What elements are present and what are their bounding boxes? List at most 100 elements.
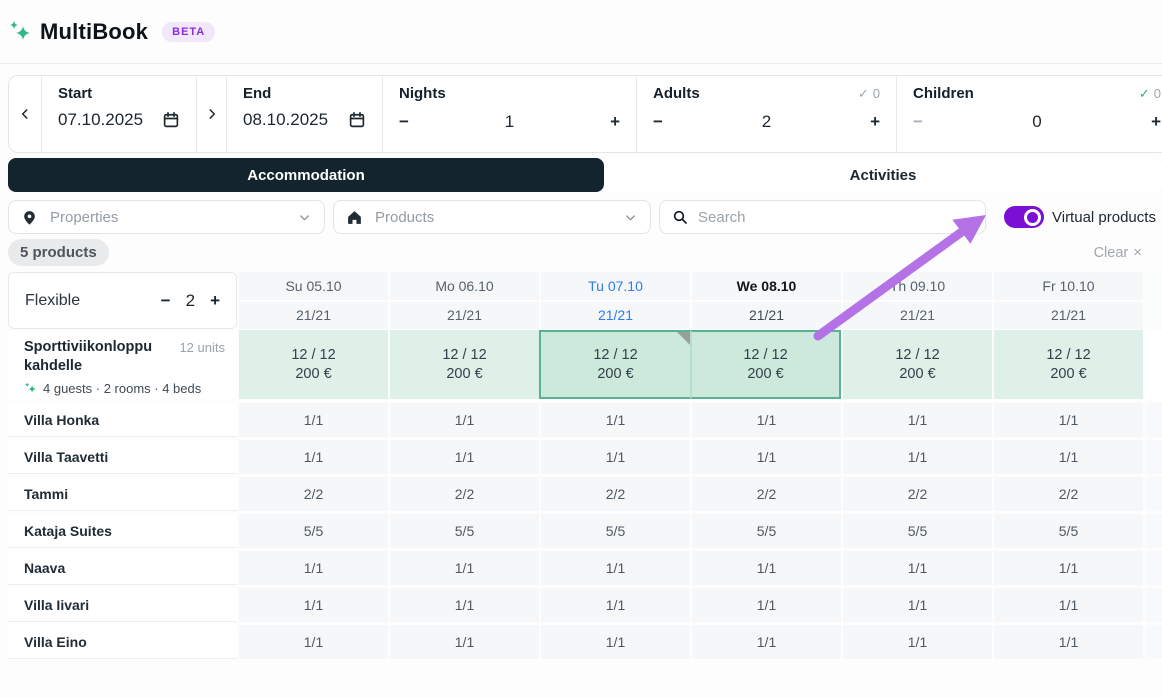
booking-bar: Start 07.10.2025 End 08.10.2025 Nights −… <box>8 75 1162 153</box>
product-availability-cell[interactable]: 12 / 12 200 € <box>539 330 690 399</box>
room-cell-partial <box>1143 588 1162 622</box>
product-availability-cell[interactable]: 12 / 12 200 € <box>841 330 992 399</box>
room-cell-partial <box>1143 440 1162 474</box>
room-availability-cell[interactable]: 5/5 <box>237 514 388 548</box>
adults-field: Adults ✓ 0 − 2 + <box>637 76 897 152</box>
room-availability-cell[interactable]: 1/1 <box>539 625 690 659</box>
product-availability-cell[interactable]: 12 / 12 200 € <box>690 330 841 399</box>
room-availability-cell[interactable]: 1/1 <box>841 551 992 585</box>
product-availability-cell[interactable]: 12 / 12 200 € <box>992 330 1143 399</box>
room-availability-cell[interactable]: 1/1 <box>841 588 992 622</box>
room-availability-cell[interactable]: 1/1 <box>388 588 539 622</box>
room-availability-cell[interactable]: 5/5 <box>992 514 1143 548</box>
date-column[interactable]: Mo 06.10 21/21 <box>388 272 539 329</box>
room-availability-cell[interactable]: 1/1 <box>237 403 388 437</box>
room-row: Tammi 2/2 2/2 2/2 2/2 2/2 2/2 <box>8 477 1162 511</box>
end-date-value[interactable]: 08.10.2025 <box>243 110 329 129</box>
flexible-increment-button[interactable]: + <box>210 290 220 310</box>
products-select[interactable]: Products <box>333 200 651 234</box>
room-availability-cell[interactable]: 1/1 <box>841 625 992 659</box>
end-date-field[interactable]: End 08.10.2025 <box>227 76 383 152</box>
tab-activities[interactable]: Activities <box>604 158 1162 192</box>
start-date-field[interactable]: Start 07.10.2025 <box>42 76 197 152</box>
next-day-button[interactable] <box>197 76 227 152</box>
nights-decrement-button[interactable]: − <box>399 112 409 131</box>
room-availability-cell[interactable]: 1/1 <box>841 440 992 474</box>
room-availability-cell[interactable]: 5/5 <box>841 514 992 548</box>
room-availability-cell[interactable]: 1/1 <box>992 440 1143 474</box>
product-availability-cell[interactable]: 12 / 12 200 € <box>237 330 388 399</box>
room-availability-cell[interactable]: 1/1 <box>539 440 690 474</box>
date-column-availability: 21/21 <box>1050 306 1087 323</box>
room-availability-cell[interactable]: 1/1 <box>237 625 388 659</box>
tab-accommodation[interactable]: Accommodation <box>8 158 604 192</box>
children-increment-button[interactable]: + <box>1151 112 1161 131</box>
cell-price: 200 € <box>446 366 483 382</box>
search-input[interactable] <box>698 208 973 226</box>
room-availability-cell[interactable]: 1/1 <box>690 403 841 437</box>
room-availability-cell[interactable]: 2/2 <box>992 477 1143 511</box>
date-column[interactable]: Tu 07.10 21/21 <box>539 272 690 329</box>
adults-increment-button[interactable]: + <box>870 112 880 131</box>
date-column[interactable]: Su 05.10 21/21 <box>237 272 388 329</box>
nights-increment-button[interactable]: + <box>610 112 620 131</box>
room-availability-cell[interactable]: 1/1 <box>992 588 1143 622</box>
room-availability-cell[interactable]: 1/1 <box>992 551 1143 585</box>
room-availability-cell[interactable]: 1/1 <box>237 588 388 622</box>
room-name[interactable]: Villa Honka <box>8 403 237 437</box>
room-availability-cell[interactable]: 1/1 <box>237 551 388 585</box>
room-availability-cell[interactable]: 2/2 <box>539 477 690 511</box>
room-availability-cell[interactable]: 1/1 <box>237 440 388 474</box>
clear-label: Clear <box>1093 245 1129 261</box>
room-availability-cell[interactable]: 1/1 <box>690 440 841 474</box>
properties-select[interactable]: Properties <box>8 200 325 234</box>
flexible-decrement-button[interactable]: − <box>160 290 171 310</box>
virtual-product-name: Sporttiviikonloppu kahdelle <box>24 339 153 374</box>
clear-filters-button[interactable]: Clear × <box>1094 244 1142 261</box>
virtual-product-info[interactable]: Sporttiviikonloppu kahdelle 12 units 4 g… <box>8 330 237 399</box>
previous-day-button[interactable] <box>9 76 42 152</box>
room-name[interactable]: Villa Eino <box>8 625 237 659</box>
children-decrement-button[interactable]: − <box>913 112 923 131</box>
room-name[interactable]: Tammi <box>8 477 237 511</box>
room-availability-cell[interactable]: 2/2 <box>690 477 841 511</box>
room-name[interactable]: Villa Taavetti <box>8 440 237 474</box>
room-name[interactable]: Naava <box>8 551 237 585</box>
date-column[interactable]: Th 09.10 21/21 <box>841 272 992 329</box>
room-cell-partial <box>1143 625 1162 659</box>
date-column-day: Fr 10.10 <box>994 272 1143 302</box>
room-name[interactable]: Villa Iivari <box>8 588 237 622</box>
room-row: Kataja Suites 5/5 5/5 5/5 5/5 5/5 5/5 <box>8 514 1162 548</box>
start-date-value[interactable]: 07.10.2025 <box>58 110 144 129</box>
nights-value: 1 <box>504 112 515 131</box>
virtual-products-toggle[interactable] <box>1004 206 1044 228</box>
room-availability-cell[interactable]: 1/1 <box>992 403 1143 437</box>
room-availability-cell[interactable]: 2/2 <box>841 477 992 511</box>
app-title: MultiBook <box>40 18 149 44</box>
adults-label: Adults <box>653 85 700 102</box>
room-availability-cell[interactable]: 1/1 <box>539 403 690 437</box>
date-column[interactable]: Fr 10.10 21/21 <box>992 272 1143 329</box>
room-availability-cell[interactable]: 1/1 <box>992 625 1143 659</box>
calendar-icon[interactable] <box>348 111 366 129</box>
product-availability-cell[interactable]: 12 / 12 200 € <box>388 330 539 399</box>
room-availability-cell[interactable]: 2/2 <box>388 477 539 511</box>
room-availability-cell[interactable]: 1/1 <box>539 551 690 585</box>
room-availability-cell[interactable]: 1/1 <box>690 588 841 622</box>
room-availability-cell[interactable]: 1/1 <box>841 403 992 437</box>
room-availability-cell[interactable]: 1/1 <box>539 588 690 622</box>
room-availability-cell[interactable]: 1/1 <box>388 551 539 585</box>
room-availability-cell[interactable]: 1/1 <box>690 551 841 585</box>
room-availability-cell[interactable]: 5/5 <box>539 514 690 548</box>
room-availability-cell[interactable]: 1/1 <box>388 440 539 474</box>
room-availability-cell[interactable]: 1/1 <box>388 403 539 437</box>
room-availability-cell[interactable]: 2/2 <box>237 477 388 511</box>
date-column[interactable]: We 08.10 21/21 <box>690 272 841 329</box>
adults-decrement-button[interactable]: − <box>653 112 663 131</box>
room-availability-cell[interactable]: 1/1 <box>388 625 539 659</box>
room-availability-cell[interactable]: 5/5 <box>388 514 539 548</box>
room-availability-cell[interactable]: 1/1 <box>690 625 841 659</box>
room-availability-cell[interactable]: 5/5 <box>690 514 841 548</box>
calendar-icon[interactable] <box>162 111 180 129</box>
room-name[interactable]: Kataja Suites <box>8 514 237 548</box>
